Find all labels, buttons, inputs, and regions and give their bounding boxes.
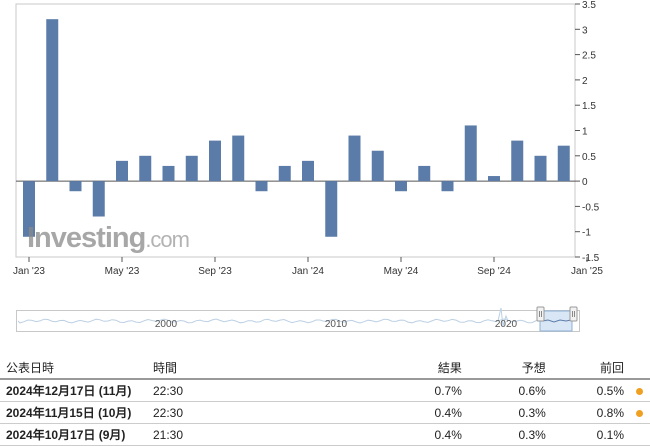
table-row: 2024年12月17日 (11月) 22:30 0.7% 0.6% 0.5% xyxy=(0,379,650,402)
bar[interactable] xyxy=(325,181,338,237)
investing-watermark: Investing.com xyxy=(27,222,190,254)
plot-frame xyxy=(15,3,576,258)
bar[interactable] xyxy=(278,165,291,182)
y-tick-label: -1.5 xyxy=(582,253,600,264)
row-date: 2024年10月17日 (9月) xyxy=(0,423,147,446)
table-header-row: 公表日時 時間 結果 予想 前回 xyxy=(0,356,650,380)
bar[interactable] xyxy=(162,165,175,182)
row-indicator xyxy=(630,423,650,446)
x-tick-label: Sep '23 xyxy=(198,266,232,277)
watermark-brand: Investing.com xyxy=(27,222,189,254)
revised-dot-icon[interactable] xyxy=(636,409,643,417)
navigator-chart: 2000 2010 2020 xyxy=(16,306,580,332)
navigator[interactable]: 2000 2010 2020 xyxy=(16,302,580,332)
row-date: 2024年11月15日 (10月) xyxy=(0,401,147,424)
bar[interactable] xyxy=(488,176,500,182)
bar[interactable] xyxy=(464,125,477,182)
bar[interactable] xyxy=(534,155,547,182)
col-forecast: 予想 xyxy=(467,356,552,380)
navigator-spike xyxy=(497,307,509,327)
history-table: 公表日時 時間 結果 予想 前回 2024年12月17日 (11月) 22:30… xyxy=(0,356,650,446)
navigator-year-label: 2020 xyxy=(495,319,518,330)
col-time: 時間 xyxy=(146,356,342,380)
row-previous: 0.8% xyxy=(551,401,630,424)
x-tick-label: May '23 xyxy=(105,266,140,277)
bar[interactable] xyxy=(209,140,221,182)
bar[interactable] xyxy=(232,135,245,182)
bar-chart: 3.5 3 2.5 2 1.5 1 0.5 0 -0.5 -1 -1.5 Jan '23 May '23… xyxy=(13,0,603,277)
navigator-year-label: 2010 xyxy=(325,319,348,330)
bar[interactable] xyxy=(441,181,454,192)
y-tick-label: 1.5 xyxy=(582,101,596,112)
navigator-year-label: 2000 xyxy=(155,319,178,330)
navigator-handle-left-body[interactable] xyxy=(536,306,545,322)
col-actual: 結果 xyxy=(341,356,468,380)
y-tick-label: 2 xyxy=(582,76,588,87)
y-tick-label: 3.5 xyxy=(582,0,596,11)
x-tick-label: Sep '24 xyxy=(477,266,511,277)
row-time: 21:30 xyxy=(146,423,342,446)
row-actual: 0.4% xyxy=(341,423,468,446)
bar[interactable] xyxy=(92,181,105,217)
bar[interactable] xyxy=(348,135,361,182)
row-date: 2024年12月17日 (11月) xyxy=(0,379,147,402)
bar[interactable] xyxy=(255,181,268,192)
bar[interactable] xyxy=(116,160,128,182)
y-tick-label: 3 xyxy=(582,25,588,36)
bar[interactable] xyxy=(23,181,35,237)
navigator-trace xyxy=(17,318,548,324)
col-previous: 前回 xyxy=(551,356,630,380)
navigator-selection-trace xyxy=(541,319,572,323)
row-indicator[interactable] xyxy=(630,401,650,424)
y-tick-label: 0 xyxy=(582,177,588,188)
bar[interactable] xyxy=(371,150,384,182)
y-tick-label: 1 xyxy=(582,127,588,138)
bar[interactable] xyxy=(139,155,152,182)
table-row: 2024年11月15日 (10月) 22:30 0.4% 0.3% 0.8% xyxy=(0,401,650,424)
bar[interactable] xyxy=(395,181,407,192)
col-date: 公表日時 xyxy=(0,356,147,380)
y-tick-label: -1 xyxy=(582,228,591,239)
x-tick-label: May '24 xyxy=(384,266,419,277)
row-time: 22:30 xyxy=(146,379,342,402)
row-previous: 0.5% xyxy=(551,379,630,402)
row-actual: 0.4% xyxy=(341,401,468,424)
chart-area: 3.5 3 2.5 2 1.5 1 0.5 0 -0.5 -1 -1.5 Jan '23 May '23… xyxy=(13,0,603,277)
row-time: 22:30 xyxy=(146,401,342,424)
y-tick-label: -0.5 xyxy=(582,202,600,213)
navigator-handle-right-body[interactable] xyxy=(569,306,578,322)
row-forecast: 0.6% xyxy=(467,379,552,402)
x-tick-label: Jan '24 xyxy=(292,266,324,277)
row-forecast: 0.3% xyxy=(467,423,552,446)
bar[interactable] xyxy=(511,140,524,182)
watermark-suffix: .com xyxy=(145,227,189,252)
bar[interactable] xyxy=(46,19,59,182)
bar[interactable] xyxy=(557,145,570,182)
x-tick-label: Jan '23 xyxy=(13,266,45,277)
y-tick-label: 2.5 xyxy=(582,51,596,62)
col-extra xyxy=(630,356,650,380)
row-previous: 0.1% xyxy=(551,423,630,446)
bar[interactable] xyxy=(418,165,431,182)
x-tick-label: Jan '25 xyxy=(571,266,603,277)
revised-dot-icon[interactable] xyxy=(636,387,643,395)
bar[interactable] xyxy=(302,160,314,182)
table-row: 2024年10月17日 (9月) 21:30 0.4% 0.3% 0.1% xyxy=(0,423,650,446)
y-tick-label: 0.5 xyxy=(582,152,596,163)
navigator-handle-left[interactable] xyxy=(536,306,545,322)
row-actual: 0.7% xyxy=(341,379,468,402)
bar[interactable] xyxy=(69,181,82,192)
navigator-handle-right[interactable] xyxy=(569,306,578,322)
row-forecast: 0.3% xyxy=(467,401,552,424)
row-indicator[interactable] xyxy=(630,379,650,402)
bar[interactable] xyxy=(185,155,198,182)
